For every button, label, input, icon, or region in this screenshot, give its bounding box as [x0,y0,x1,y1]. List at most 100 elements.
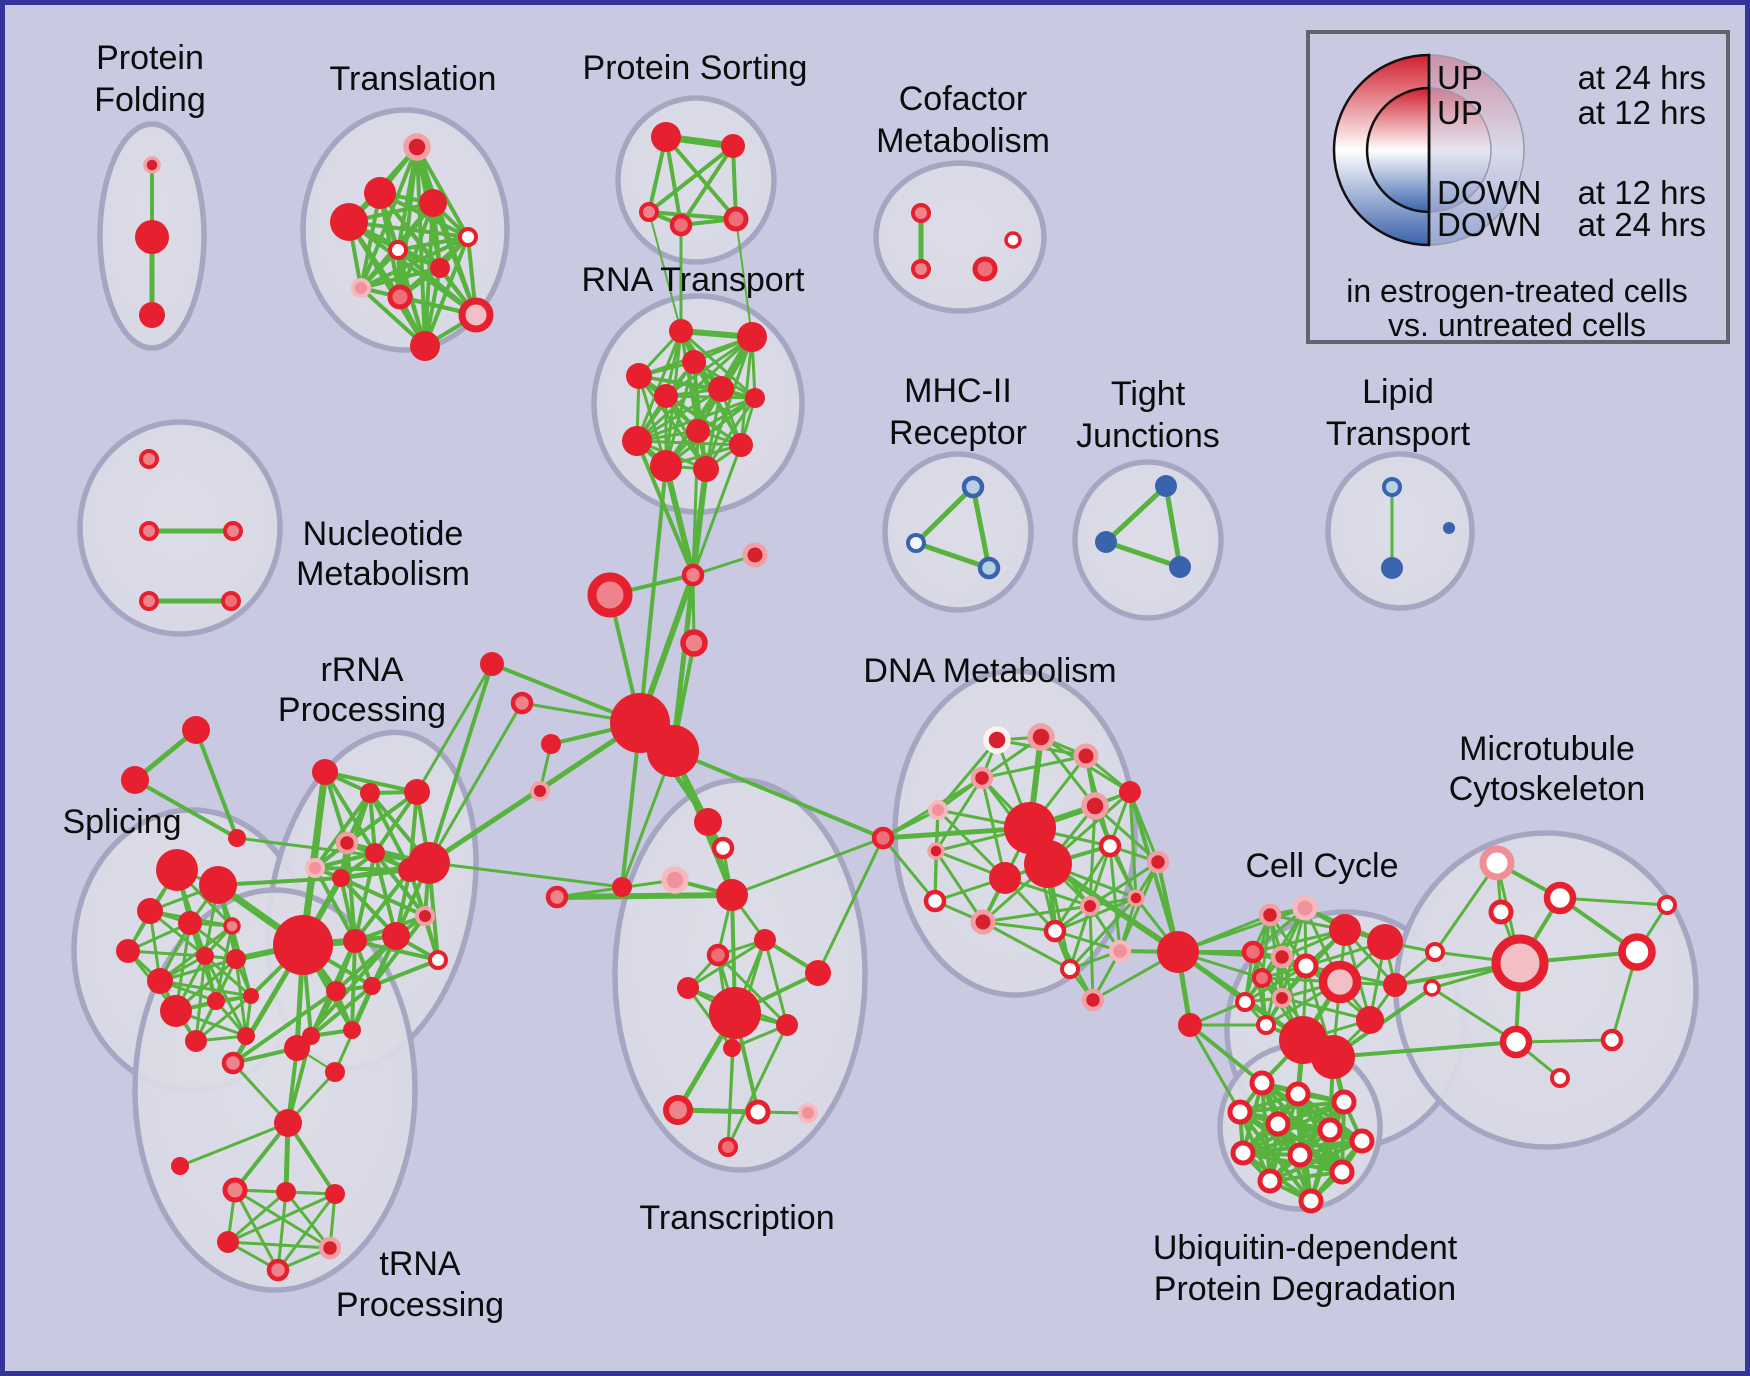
network-node [972,256,998,282]
network-edge [1103,483,1169,545]
network-node [776,1014,798,1036]
network-edge-clique [981,920,1072,971]
network-node [226,949,246,969]
network-node [330,203,368,241]
network-edge [913,540,992,571]
network-node [1317,1117,1343,1143]
network-node [143,156,161,174]
network-node [1356,1006,1384,1034]
network-node [312,759,338,785]
network-edge-clique [431,201,478,317]
network-node [923,889,947,913]
network-node [977,556,1001,580]
network-node [650,450,682,482]
legend-time-label-1: at 12 hrs [1578,94,1706,131]
network-edge [691,443,743,577]
network-node [228,829,246,847]
network-node [332,869,350,887]
network-node [147,968,173,994]
network-node [1270,945,1294,969]
network-node [1425,942,1445,962]
network-node [364,177,396,209]
cluster-ellipse-tight-junctions [1072,459,1224,621]
network-edge-clique [981,904,1092,924]
network-edge [231,989,338,1065]
network-node [680,629,708,657]
network-node [723,1039,741,1057]
network-node [139,302,165,328]
network-edge-clique [323,770,419,794]
network-node [530,781,550,801]
network-edge-clique [980,754,1088,780]
network-edge [1103,539,1183,570]
network-node [1230,1140,1256,1166]
network-node [1550,1068,1570,1088]
cluster-label-nucleotide-metabolism: Nucleotide [303,515,464,553]
network-node [458,297,494,333]
network-node [1155,475,1177,497]
cluster-label-cofactor-metabolism: Cofactor [899,80,1028,118]
network-node [207,992,225,1010]
network-edge-clique [664,135,738,221]
network-node [612,877,632,897]
network-node [223,917,241,935]
network-node [403,133,431,161]
network-node [156,849,198,891]
network-edge-clique [716,953,789,1027]
network-edge-clique [679,144,735,227]
network-node [458,227,478,247]
network-node [669,319,693,343]
cluster-label-tight-junctions: Junctions [1076,417,1220,455]
cluster-label-splicing: Splicing [62,803,181,841]
cluster-label-transcription: Transcription [639,1199,834,1237]
network-edge-clique [345,790,419,845]
network-edge [1558,896,1669,907]
network-node [651,122,681,152]
network-edge [635,439,695,577]
network-edge-clique [370,958,440,988]
cluster-label-rna-transport: RNA Transport [582,261,806,299]
network-edge [233,1121,290,1192]
network-node [419,189,447,217]
cluster-ellipse-nucleotide-metabolism [77,419,283,637]
network-node [1600,1028,1624,1052]
network-node [274,1109,302,1137]
network-node [116,939,140,963]
cluster-label-layer: Protein Folding Translation Protein Sorting… [62,39,1645,1324]
network-node [1292,895,1318,921]
network-node [178,911,202,935]
network-node [693,456,719,482]
network-edge-clique [1068,896,1138,971]
network-node [1383,973,1407,997]
legend-time-label-2: at 12 hrs [1578,174,1706,211]
network-edge [178,1121,290,1168]
network-node [196,947,214,965]
legend-direction-label-1: UP [1437,94,1483,131]
network-node [415,906,435,926]
network-edge-clique [353,868,412,943]
network-node [1349,1128,1375,1154]
network-node [745,388,765,408]
cluster-label-rrna-processing: rRNA [320,651,403,689]
network-node [1004,231,1022,249]
network-node [1227,1099,1253,1125]
cluster-label-mhc-ii-receptor: Receptor [889,414,1027,452]
network-edge-clique [1039,735,1097,808]
network-edge [970,484,992,571]
network-node [927,842,945,860]
network-edge-clique [934,849,985,924]
network-node [1331,1089,1357,1115]
network-node [1257,1168,1283,1194]
network-node [221,1051,245,1075]
network-edge-clique [704,335,754,471]
network-edge-clique [313,791,372,870]
node-layer [116,122,1677,1282]
network-edge-clique [1068,904,1092,971]
network-node [1249,1070,1275,1096]
network-edge-clique [1260,906,1307,980]
network-node [382,922,410,950]
network-node [708,376,734,402]
network-edge-clique [359,191,382,290]
